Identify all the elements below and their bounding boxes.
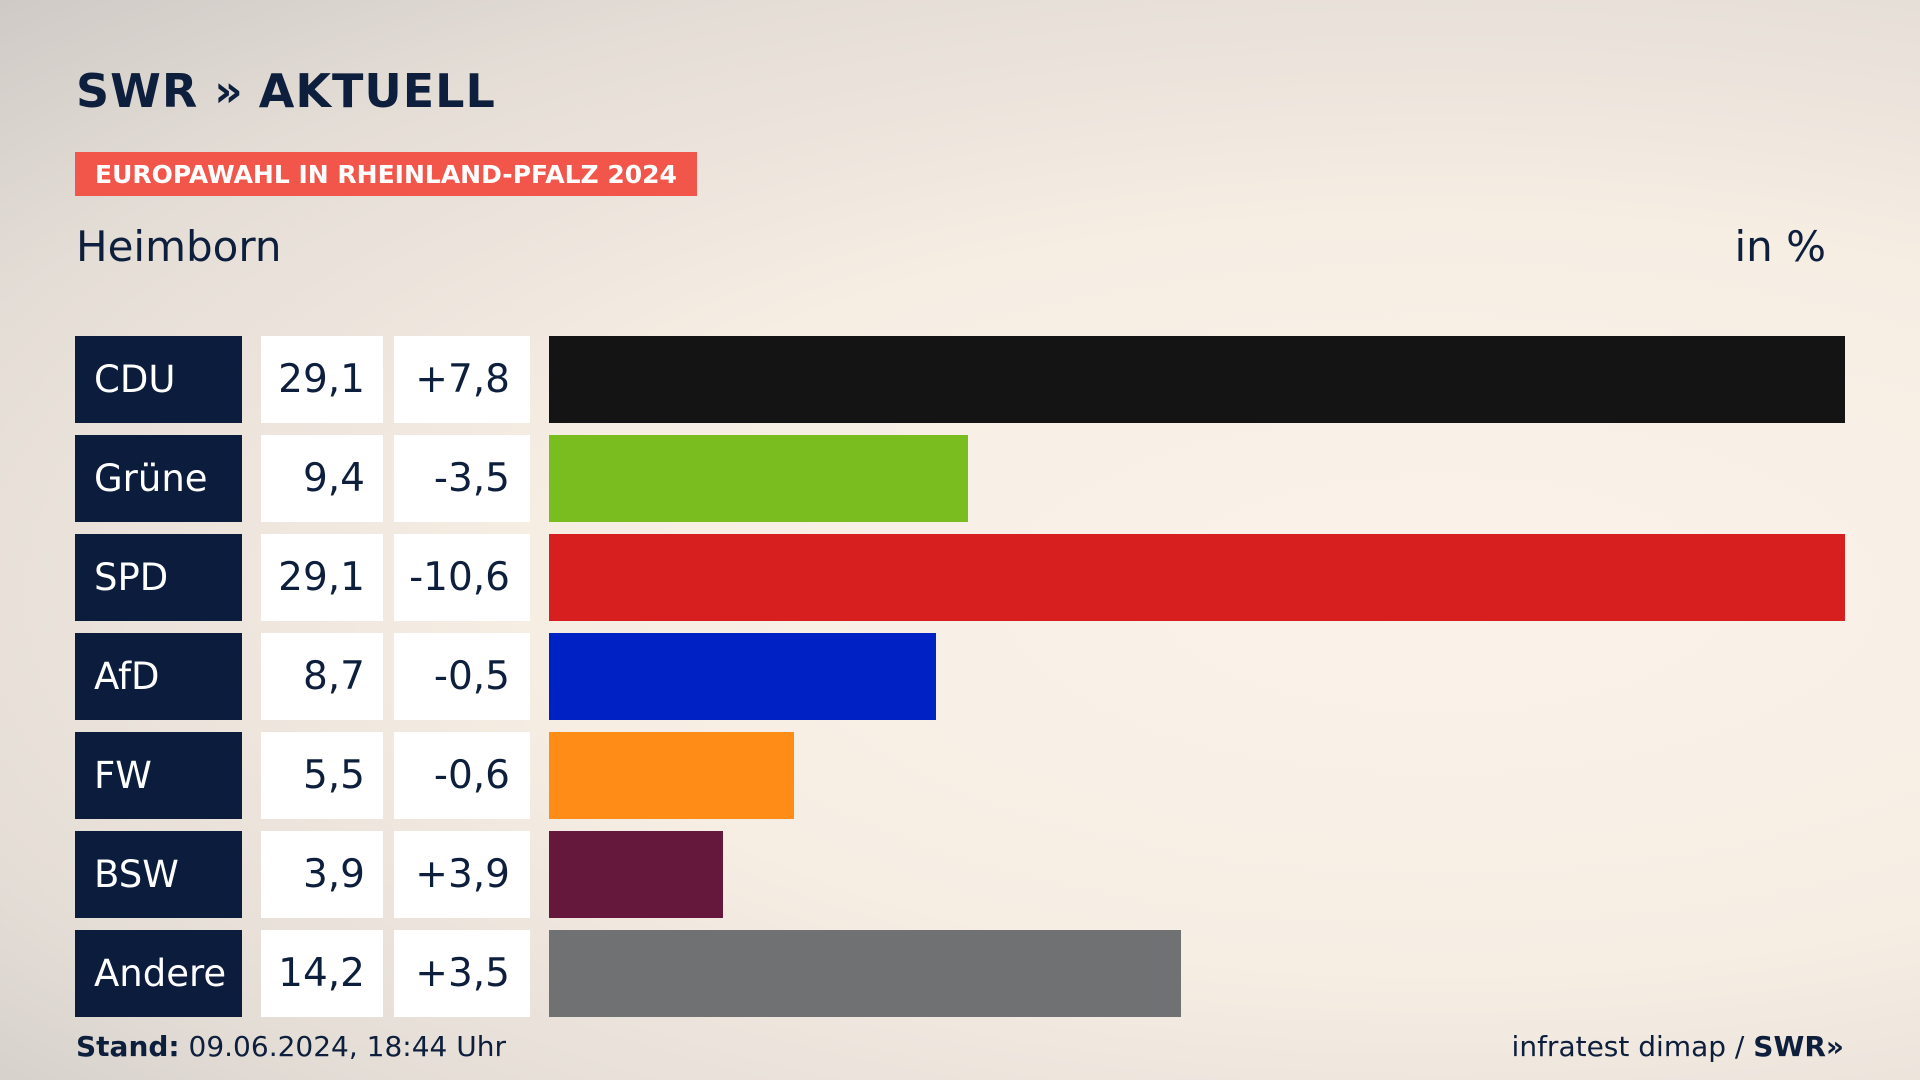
chart-row: BSW 3,9 +3,9 — [75, 831, 1845, 918]
bar — [549, 831, 723, 918]
source-text: infratest dimap / — [1511, 1030, 1745, 1063]
chart-row: AfD 8,7 -0,5 — [75, 633, 1845, 720]
value-label: 3,9 — [261, 831, 383, 918]
chart-row: Andere 14,2 +3,5 — [75, 930, 1845, 1017]
change-label: +3,5 — [394, 930, 530, 1017]
change-label: +7,8 — [394, 336, 530, 423]
chevron-right-icon: » — [1825, 1030, 1844, 1063]
stand-label: Stand: — [76, 1030, 180, 1063]
chart-row: FW 5,5 -0,6 — [75, 732, 1845, 819]
change-label: -3,5 — [394, 435, 530, 522]
change-label: +3,9 — [394, 831, 530, 918]
bar — [549, 633, 937, 720]
value-label: 29,1 — [261, 534, 383, 621]
chart-row: SPD 29,1 -10,6 — [75, 534, 1845, 621]
bar — [549, 336, 1845, 423]
chart-row: CDU 29,1 +7,8 — [75, 336, 1845, 423]
stand-value: 09.06.2024, 18:44 Uhr — [188, 1030, 506, 1063]
bar — [549, 435, 968, 522]
bar — [549, 732, 794, 819]
bar — [549, 930, 1182, 1017]
unit-label: in % — [1734, 222, 1826, 271]
election-tag: EUROPAWAHL IN RHEINLAND-PFALZ 2024 — [75, 152, 697, 196]
value-label: 9,4 — [261, 435, 383, 522]
value-label: 5,5 — [261, 732, 383, 819]
chart-row: Grüne 9,4 -3,5 — [75, 435, 1845, 522]
party-label: Andere — [75, 930, 242, 1017]
chevron-right-icon: » — [214, 65, 243, 117]
party-label: Grüne — [75, 435, 242, 522]
change-label: -0,6 — [394, 732, 530, 819]
source-credit: infratest dimap / SWR» — [1512, 1030, 1844, 1063]
swr-aktuell-logo: SWR » AKTUELL — [76, 64, 496, 118]
change-label: -0,5 — [394, 633, 530, 720]
party-label: CDU — [75, 336, 242, 423]
logo-swr: SWR — [76, 64, 199, 118]
value-label: 29,1 — [261, 336, 383, 423]
party-label: BSW — [75, 831, 242, 918]
bar — [549, 534, 1845, 621]
chart-title: Heimborn — [76, 222, 282, 271]
logo-aktuell: AKTUELL — [258, 64, 496, 118]
footer-brand: SWR — [1753, 1030, 1826, 1063]
value-label: 14,2 — [261, 930, 383, 1017]
party-label: AfD — [75, 633, 242, 720]
party-label: SPD — [75, 534, 242, 621]
party-label: FW — [75, 732, 242, 819]
timestamp: Stand: 09.06.2024, 18:44 Uhr — [76, 1030, 506, 1063]
value-label: 8,7 — [261, 633, 383, 720]
change-label: -10,6 — [394, 534, 530, 621]
